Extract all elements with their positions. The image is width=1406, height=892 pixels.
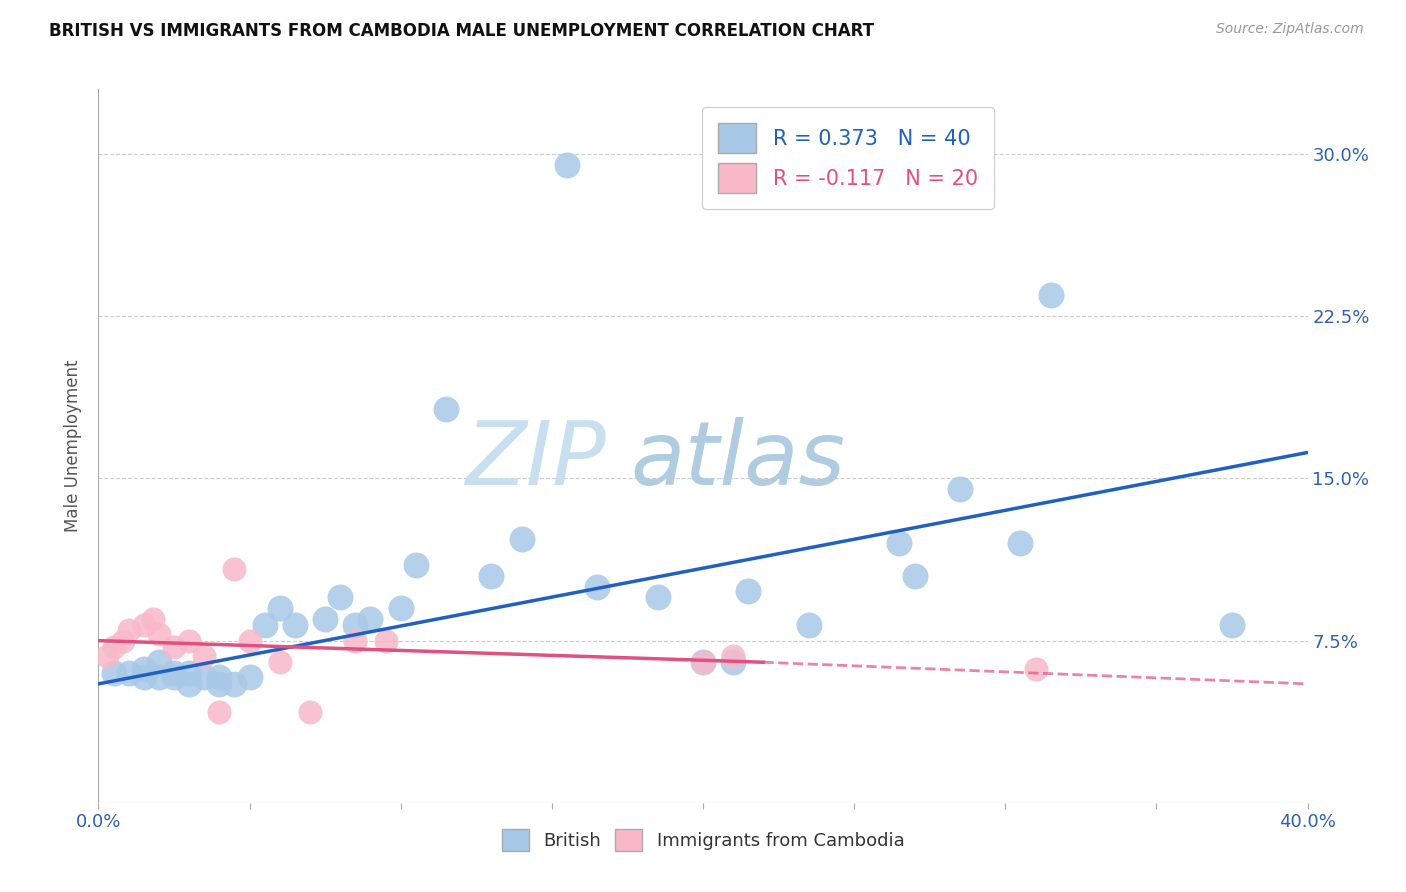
Point	[314, 612, 336, 626]
Point	[737, 583, 759, 598]
Point	[224, 677, 246, 691]
Point	[208, 670, 231, 684]
Point	[208, 705, 231, 719]
Point	[239, 670, 262, 684]
Point	[163, 640, 186, 654]
Point	[132, 618, 155, 632]
Text: BRITISH VS IMMIGRANTS FROM CAMBODIA MALE UNEMPLOYMENT CORRELATION CHART: BRITISH VS IMMIGRANTS FROM CAMBODIA MALE…	[49, 22, 875, 40]
Point	[481, 568, 503, 582]
Legend: British, Immigrants from Cambodia: British, Immigrants from Cambodia	[495, 822, 911, 858]
Point	[360, 612, 382, 626]
Point	[132, 670, 155, 684]
Text: atlas: atlas	[630, 417, 845, 503]
Point	[179, 633, 201, 648]
Point	[344, 633, 367, 648]
Point	[111, 633, 134, 648]
Text: Source: ZipAtlas.com: Source: ZipAtlas.com	[1216, 22, 1364, 37]
Point	[163, 666, 186, 681]
Point	[510, 532, 533, 546]
Point	[389, 601, 412, 615]
Point	[224, 562, 246, 576]
Point	[118, 666, 141, 681]
Point	[284, 618, 307, 632]
Point	[103, 640, 125, 654]
Point	[329, 591, 352, 605]
Point	[269, 601, 291, 615]
Point	[555, 158, 578, 172]
Point	[374, 633, 396, 648]
Point	[723, 648, 745, 663]
Point	[1024, 662, 1046, 676]
Point	[692, 655, 714, 669]
Y-axis label: Male Unemployment: Male Unemployment	[65, 359, 83, 533]
Point	[1010, 536, 1032, 550]
Point	[253, 618, 276, 632]
Point	[103, 666, 125, 681]
Point	[586, 580, 609, 594]
Point	[647, 591, 669, 605]
Point	[692, 655, 714, 669]
Point	[132, 662, 155, 676]
Point	[142, 612, 165, 626]
Point	[179, 677, 201, 691]
Point	[904, 568, 927, 582]
Point	[949, 482, 972, 496]
Point	[269, 655, 291, 669]
Point	[239, 633, 262, 648]
Point	[96, 648, 118, 663]
Point	[299, 705, 322, 719]
Point	[723, 655, 745, 669]
Point	[193, 670, 215, 684]
Point	[163, 670, 186, 684]
Point	[118, 623, 141, 637]
Point	[344, 618, 367, 632]
Point	[797, 618, 820, 632]
Text: ZIP: ZIP	[465, 417, 606, 503]
Point	[148, 670, 170, 684]
Point	[148, 627, 170, 641]
Point	[148, 655, 170, 669]
Point	[889, 536, 911, 550]
Point	[179, 666, 201, 681]
Point	[1039, 287, 1062, 301]
Point	[193, 648, 215, 663]
Point	[1220, 618, 1243, 632]
Point	[405, 558, 427, 572]
Point	[208, 677, 231, 691]
Point	[434, 402, 457, 417]
